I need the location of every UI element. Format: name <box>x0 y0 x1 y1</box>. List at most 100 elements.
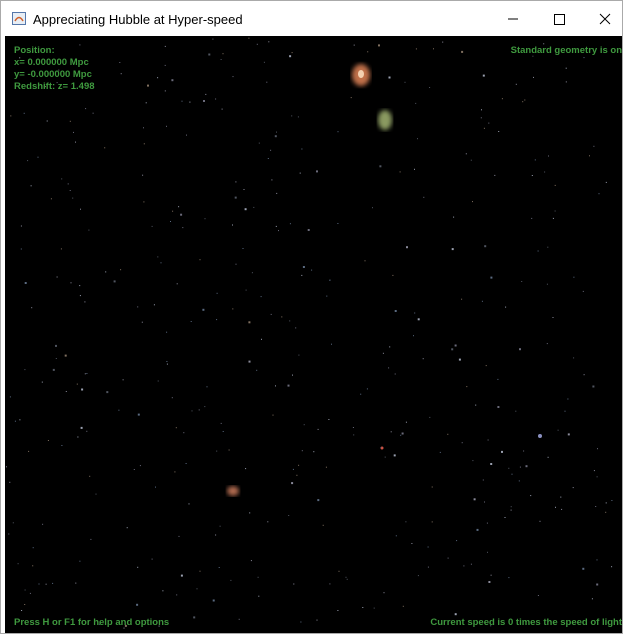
star <box>365 260 366 261</box>
star <box>33 547 34 548</box>
star <box>71 282 72 283</box>
star <box>298 465 299 466</box>
star <box>471 564 472 565</box>
minimize-button[interactable] <box>490 1 536 35</box>
maximize-button[interactable] <box>536 1 582 35</box>
star <box>323 525 324 526</box>
star <box>313 451 314 452</box>
star <box>104 147 105 148</box>
star <box>524 100 525 101</box>
star <box>535 159 536 160</box>
close-button[interactable] <box>582 1 623 35</box>
star <box>538 595 539 596</box>
star <box>118 410 119 411</box>
star <box>27 160 28 161</box>
star <box>86 431 87 432</box>
star <box>236 264 237 265</box>
sky-view[interactable]: Position: x= 0.000000 Mpc y= -0.000000 M… <box>5 36 622 633</box>
star <box>205 218 206 219</box>
star <box>337 223 338 224</box>
star <box>220 526 221 527</box>
star <box>400 435 401 436</box>
star <box>239 619 240 620</box>
star <box>270 150 271 151</box>
star <box>511 506 512 507</box>
star <box>172 211 173 212</box>
star <box>403 606 404 607</box>
star <box>162 590 163 591</box>
star <box>553 218 554 219</box>
star <box>391 431 392 432</box>
star <box>268 158 269 159</box>
star <box>114 280 116 282</box>
star <box>288 515 289 516</box>
star <box>508 468 509 469</box>
star <box>594 470 595 471</box>
star <box>482 301 483 302</box>
star <box>24 369 25 370</box>
star <box>505 307 506 308</box>
geometry-status: Standard geometry is on <box>511 45 622 57</box>
star <box>166 126 167 127</box>
star <box>84 301 85 302</box>
star <box>146 102 147 103</box>
star <box>31 185 32 186</box>
star <box>186 463 187 464</box>
star <box>213 600 215 602</box>
star <box>256 370 257 371</box>
star <box>432 487 433 488</box>
star <box>253 207 254 208</box>
star <box>293 584 294 585</box>
star <box>178 206 179 207</box>
star <box>515 411 516 412</box>
star <box>171 79 173 81</box>
star <box>566 81 567 82</box>
star <box>402 433 404 435</box>
star <box>337 610 338 611</box>
star <box>216 319 217 320</box>
star <box>39 584 40 585</box>
star <box>486 365 487 366</box>
star <box>72 198 73 199</box>
star <box>172 397 173 398</box>
star <box>462 442 463 443</box>
star <box>230 580 231 581</box>
star <box>174 471 175 472</box>
star <box>192 410 193 411</box>
star <box>548 457 549 458</box>
star <box>179 536 180 537</box>
star <box>123 379 124 380</box>
star <box>584 57 585 58</box>
galaxy-core <box>358 70 364 78</box>
star <box>85 108 86 109</box>
star <box>362 607 363 608</box>
star <box>197 588 198 589</box>
star <box>300 622 301 623</box>
star <box>592 386 594 388</box>
star <box>452 248 454 250</box>
star <box>555 185 556 186</box>
star <box>484 128 485 129</box>
star <box>296 475 297 476</box>
star <box>244 189 245 190</box>
star <box>10 115 11 116</box>
star <box>167 364 168 365</box>
star <box>278 230 279 231</box>
star <box>519 348 521 350</box>
star <box>266 82 267 83</box>
star <box>79 561 80 562</box>
star <box>281 316 282 317</box>
star <box>203 100 205 102</box>
star <box>417 138 418 139</box>
star <box>463 565 464 566</box>
star <box>186 135 187 136</box>
star <box>360 394 361 395</box>
star <box>288 385 290 387</box>
star <box>301 149 302 150</box>
star <box>251 560 252 561</box>
star <box>276 132 277 133</box>
star <box>204 406 205 407</box>
star <box>418 318 420 320</box>
star <box>606 502 607 503</box>
position-readout: Position: x= 0.000000 Mpc y= -0.000000 M… <box>14 45 95 93</box>
